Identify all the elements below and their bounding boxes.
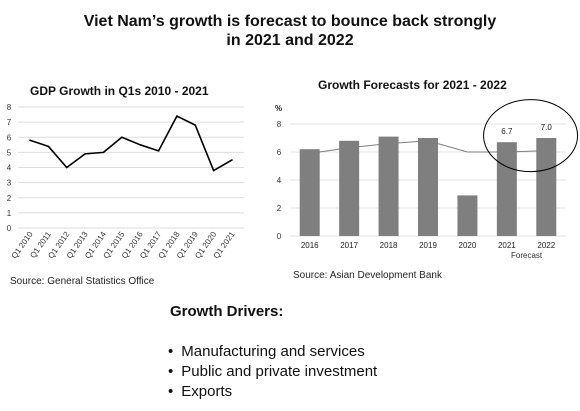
gdp-data-point: [65, 166, 68, 169]
forecast-x-tick-label: 2019: [419, 241, 437, 250]
gdp-data-point: [176, 115, 178, 117]
forecast-x-tick-label: 2021: [498, 241, 516, 250]
gdp-y-tick-label: 3: [7, 179, 12, 188]
gdp-y-tick-label: 2: [7, 194, 12, 203]
forecast-x-tick-label: 2018: [380, 241, 398, 250]
forecast-note-label: Forecast: [511, 251, 543, 260]
gdp-y-tick-label: 7: [7, 118, 12, 127]
forecast-bar: [339, 140, 360, 236]
forecast-bar: [378, 136, 399, 236]
gdp-y-tick-label: 1: [7, 209, 12, 218]
driver-item-exports: Exports: [168, 382, 377, 402]
slide-title-line2: in 2021 and 2022: [226, 32, 354, 49]
slide-title-line1: Viet Nam’s growth is forecast to bounce …: [83, 13, 497, 30]
gdp-chart-title: GDP Growth in Q1s 2010 - 2021: [30, 84, 209, 98]
gdp-data-point: [121, 136, 123, 139]
forecast-bar: [496, 142, 517, 236]
forecast-y-tick-label: 4: [277, 176, 282, 185]
forecast-trend-line: [309, 140, 547, 154]
forecast-highlight-circle: [483, 99, 579, 173]
forecast-x-tick-label: 2022: [537, 241, 555, 250]
gdp-y-tick-label: 0: [7, 224, 12, 233]
forecast-y-tick-label: 2: [277, 204, 282, 213]
gdp-y-tick-label: 8: [7, 103, 12, 112]
growth-drivers-title: Growth Drivers:: [170, 303, 284, 320]
gdp-y-tick-label: 4: [7, 164, 12, 173]
forecast-chart-title: Growth Forecasts for 2021 - 2022: [318, 78, 507, 92]
forecast-y-tick-label: 8: [277, 120, 282, 129]
gdp-data-point: [29, 139, 31, 142]
gdp-data-point: [47, 145, 50, 148]
forecast-data-label: 6.7: [501, 127, 513, 136]
forecast-x-tick-label: 2017: [340, 241, 358, 250]
gdp-series-line: [29, 115, 233, 172]
forecast-bar: [418, 138, 438, 236]
gdp-data-point: [194, 124, 197, 126]
gdp-y-tick-label: 5: [7, 148, 12, 157]
gdp-data-point: [231, 159, 233, 161]
forecast-chart-source: Source: Asian Development Bank: [293, 270, 442, 281]
driver-item-manufacturing: Manufacturing and services: [168, 342, 377, 362]
gdp-chart-source: Source: General Statistics Office: [10, 276, 155, 287]
growth-drivers-list: Manufacturing and services Public and pr…: [168, 342, 377, 402]
forecast-y-tick-label: 6: [277, 148, 282, 157]
forecast-data-label: 7.0: [541, 123, 553, 132]
forecast-bar: [536, 138, 557, 236]
forecast-x-tick-label: 2020: [459, 241, 477, 250]
forecast-bar: [457, 195, 478, 236]
gdp-data-point: [212, 169, 215, 172]
driver-item-investment: Public and private investment: [168, 362, 377, 382]
gdp-data-point: [139, 144, 141, 146]
gdp-data-point: [157, 150, 160, 152]
forecast-y-tick-label: 0: [277, 232, 282, 241]
gdp-data-point: [102, 151, 105, 154]
forecast-x-tick-label: 2016: [301, 241, 319, 250]
gdp-data-point: [84, 153, 86, 155]
forecast-bar: [299, 149, 320, 236]
gdp-y-tick-label: 6: [7, 133, 12, 142]
forecast-y-unit-label: %: [275, 104, 282, 113]
